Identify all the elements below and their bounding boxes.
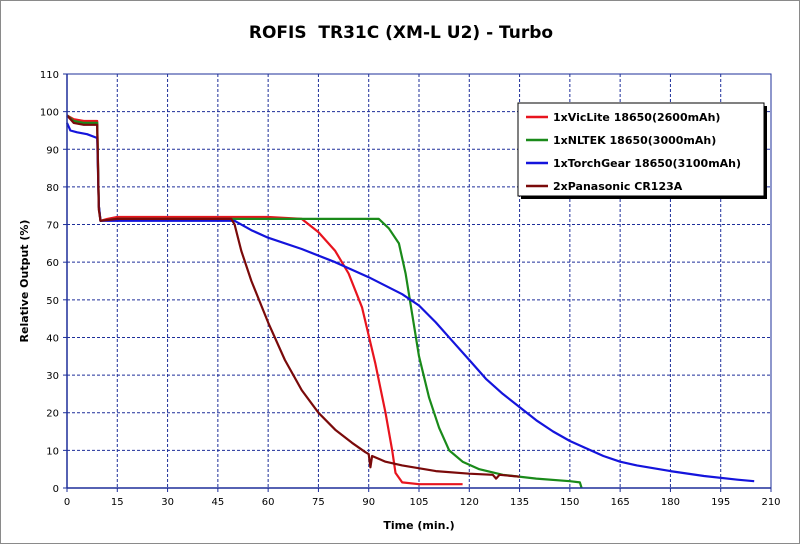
- x-tick-label-11: 165: [611, 497, 630, 508]
- y-axis-label: Relative Output (%): [18, 220, 31, 343]
- x-axis-label: Time (min.): [383, 519, 454, 532]
- x-tick-label-3: 45: [211, 497, 224, 508]
- chart-title: ROFIS TR31C (XM-L U2) - Turbo: [248, 23, 554, 43]
- tick-labels: 0 15 30 45 60 75 90 105 120 135 150 165 180 195 210 0 10…: [40, 70, 781, 508]
- x-tick-label-13: 195: [711, 497, 730, 508]
- x-tick-label-2: 30: [161, 497, 174, 508]
- y-tick-label-0: 0: [53, 484, 59, 495]
- y-tick-label-8: 80: [46, 183, 59, 194]
- x-tick-label-14: 210: [761, 497, 780, 508]
- x-tick-label-6: 90: [362, 497, 375, 508]
- series-line-3: [66, 114, 520, 480]
- legend-label-2: 1xTorchGear 18650(3100mAh): [553, 157, 741, 170]
- y-tick-label-11: 110: [40, 70, 59, 81]
- y-tick-label-10: 100: [40, 108, 59, 119]
- y-tick-label-1: 10: [46, 446, 59, 457]
- legend: 1xVicLite 18650(2600mAh) 1xNLTEK 18650(30…: [517, 102, 767, 199]
- y-tick-label-5: 50: [46, 296, 59, 307]
- x-tick-label-9: 135: [510, 497, 529, 508]
- y-tick-label-2: 20: [46, 409, 59, 420]
- legend-label-1: 1xNLTEK 18650(3000mAh): [553, 134, 716, 147]
- y-tick-label-7: 70: [46, 221, 59, 232]
- legend-label-0: 1xVicLite 18650(2600mAh): [553, 111, 720, 124]
- y-tick-label-4: 40: [46, 333, 59, 344]
- y-tick-label-3: 30: [46, 371, 59, 382]
- x-tick-label-7: 105: [409, 497, 428, 508]
- x-tick-label-12: 180: [661, 497, 680, 508]
- x-tick-label-5: 75: [312, 497, 325, 508]
- x-tick-label-8: 120: [460, 497, 479, 508]
- y-tick-label-6: 60: [46, 258, 59, 269]
- legend-label-3: 2xPanasonic CR123A: [553, 180, 683, 193]
- y-tick-label-9: 90: [46, 145, 59, 156]
- series-lines: [65, 114, 755, 489]
- x-tick-label-10: 150: [560, 497, 579, 508]
- legend-box: [517, 102, 765, 197]
- x-tick-label-4: 60: [262, 497, 275, 508]
- axes: [63, 73, 772, 492]
- x-tick-label-0: 0: [64, 497, 70, 508]
- x-tick-label-1: 15: [111, 497, 124, 508]
